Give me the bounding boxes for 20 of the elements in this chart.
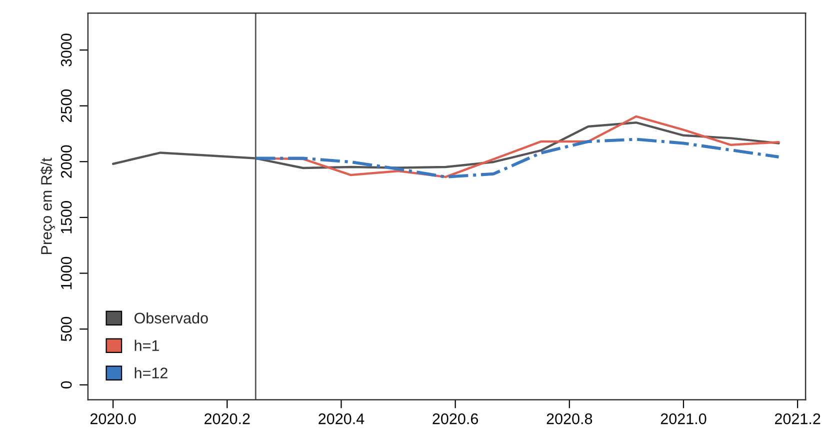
y-tick-label: 1000 [60,256,72,290]
x-tick-label: 2020.2 [204,413,250,424]
legend-label: Observado [134,312,208,324]
y-tick-label: 500 [60,316,72,342]
x-tick-label: 2020.6 [432,413,478,424]
y-tick-label: 1500 [60,201,72,234]
y-tick-label: 2500 [60,89,72,122]
x-tick-label: 2020.4 [318,413,364,424]
legend-label: h=1 [134,340,159,351]
line-series [254,115,780,178]
x-tick-label: 2020.0 [90,413,136,424]
line-series [254,138,780,178]
x-tick-label: 2020.8 [546,413,592,424]
y-axis-title: Preço em R$/t [40,158,55,254]
y-tick-label: 0 [60,381,72,389]
legend-label: h=12 [134,367,168,378]
x-tick-label: 2021.2 [774,413,820,424]
y-tick-label: 2000 [60,145,72,178]
x-tick-label: 2021.0 [660,413,706,424]
y-tick-label: 3000 [60,34,72,66]
